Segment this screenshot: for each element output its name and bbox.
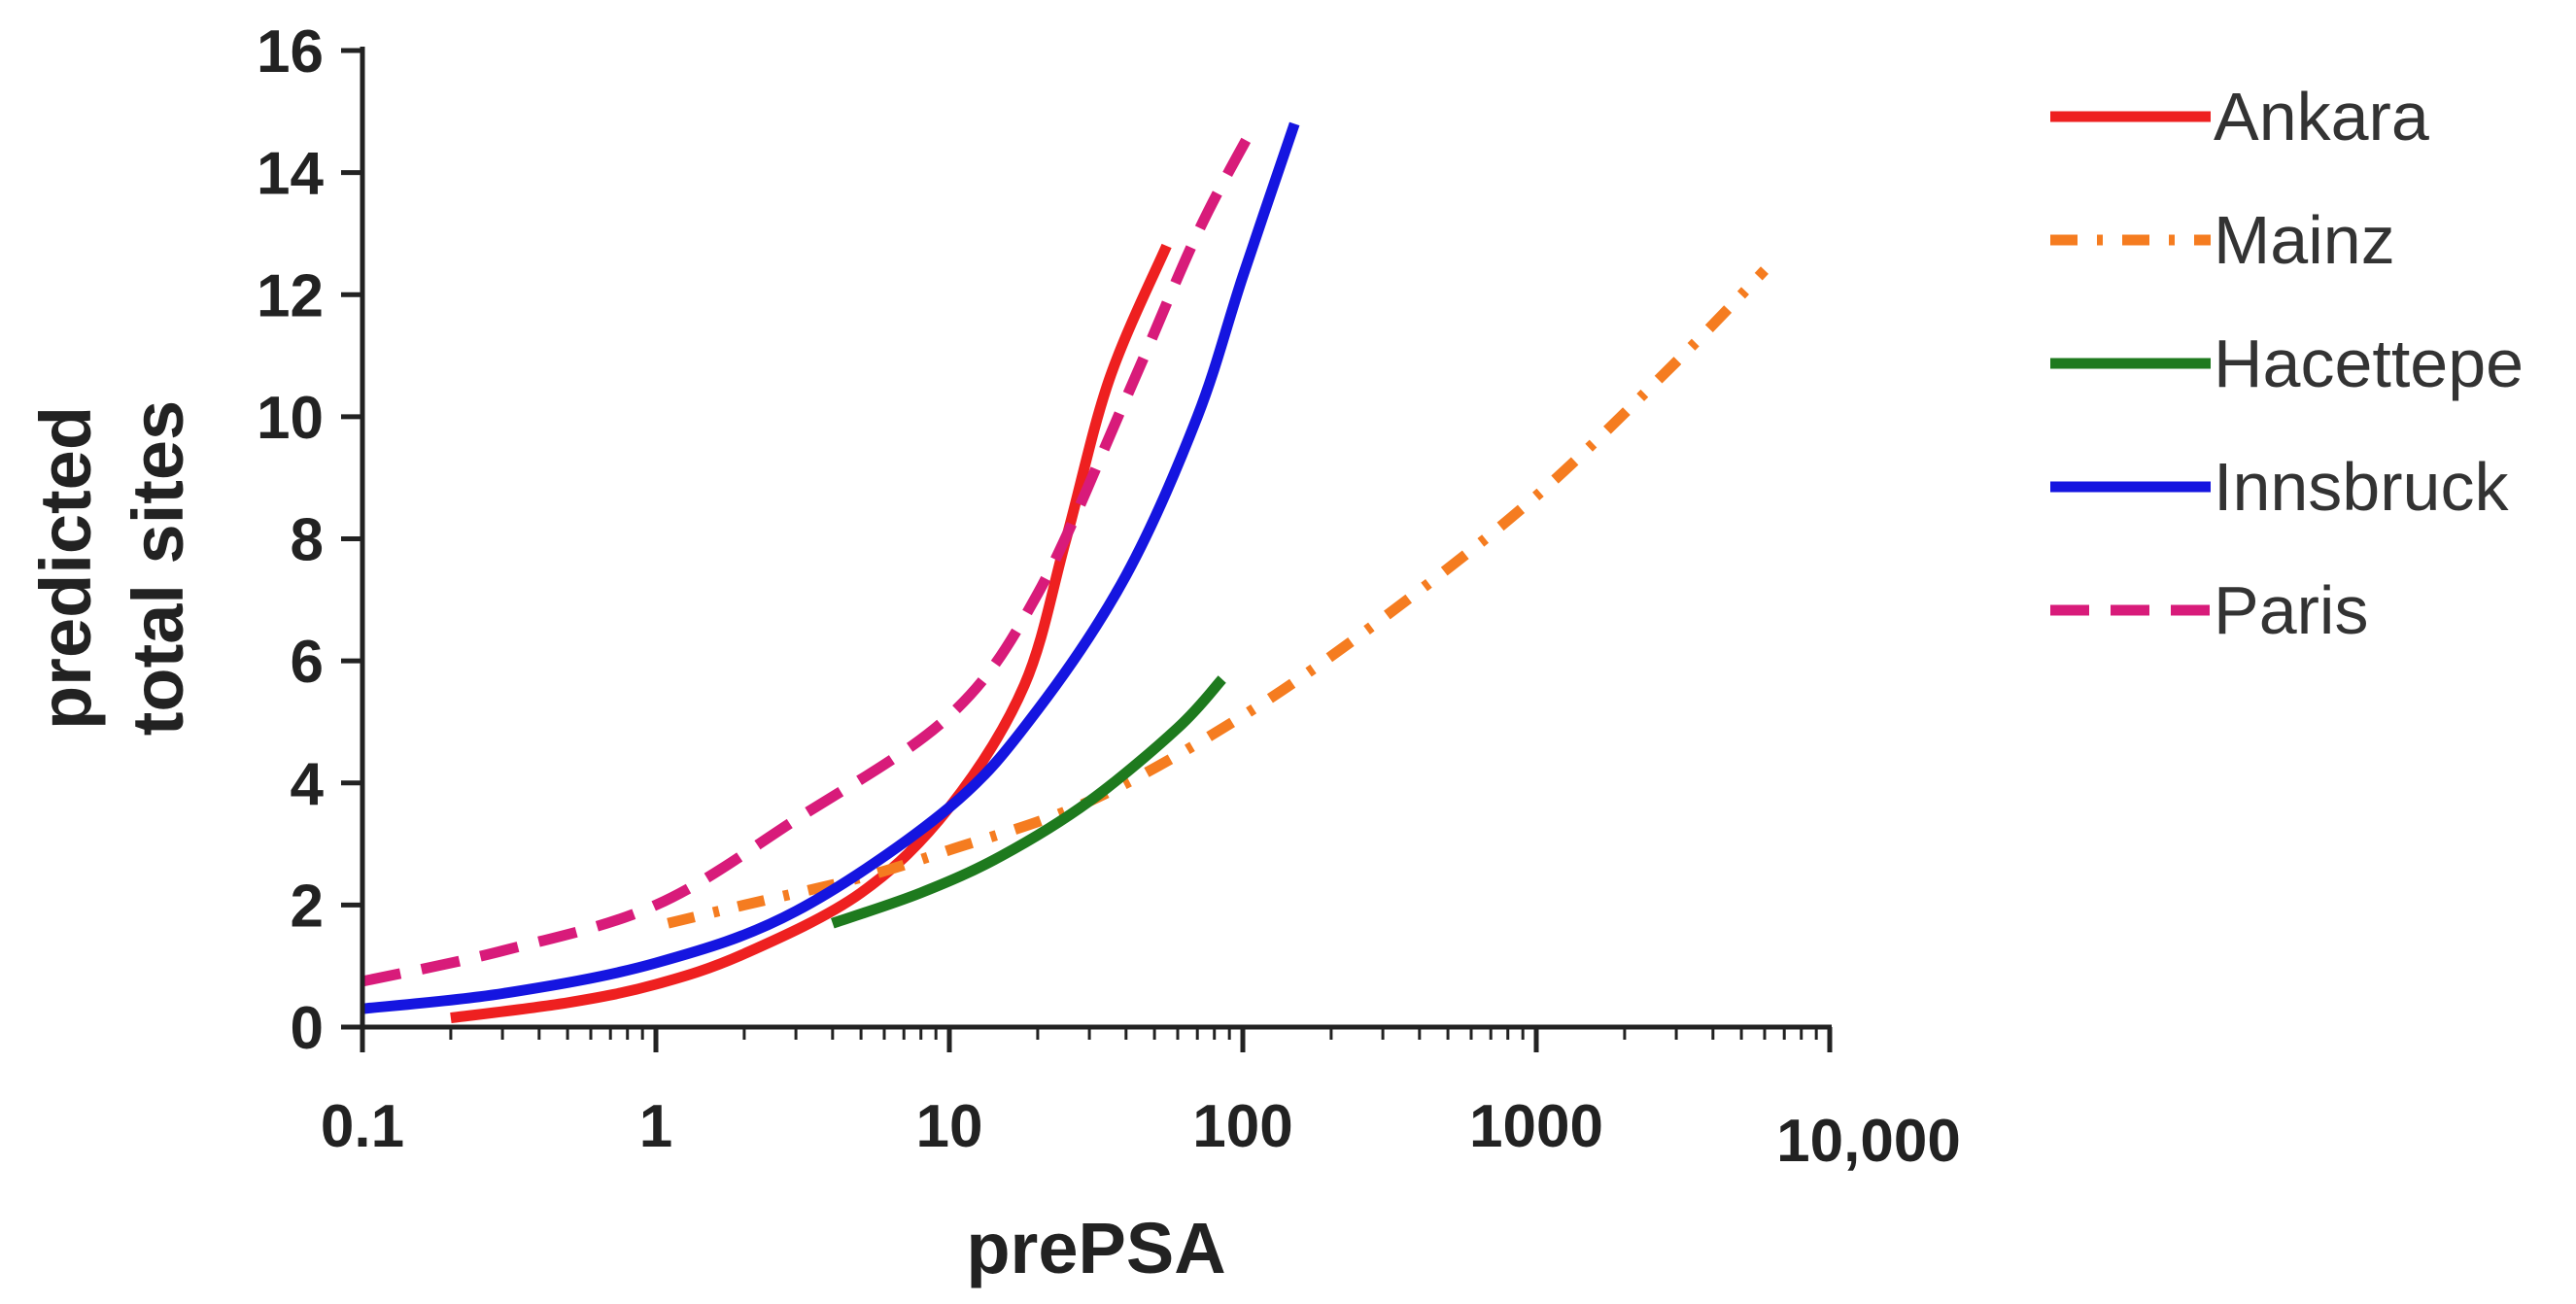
x-axis-title: prePSA [966, 1208, 1225, 1288]
x-tick-label: 1000 [1469, 1093, 1603, 1160]
y-axis-title-line2: total sites [118, 400, 198, 736]
legend: Ankara Mainz Hacettepe Innsbruck Paris [2050, 79, 2524, 648]
legend-label-paris: Paris [2214, 572, 2368, 648]
x-tick-label: 0.1 [321, 1093, 404, 1160]
x-tick-label: 1 [639, 1093, 672, 1160]
axes: 0 2 4 6 8 10 12 14 16 0.1 1 10 100 1000 10,000 prePSA pr… [25, 18, 1961, 1288]
series-line-innsbruck [361, 121, 1300, 1014]
series-line-hacettepe [831, 675, 1226, 929]
y-tick-label: 2 [291, 873, 324, 940]
legend-label-mainz: Mainz [2214, 202, 2395, 278]
series-layer [361, 120, 1769, 1024]
x-tick-label: 100 [1192, 1093, 1292, 1160]
series-line-paris [361, 120, 1260, 987]
legend-label-ankara: Ankara [2214, 79, 2429, 154]
x-tick-label: 10 [916, 1093, 983, 1160]
legend-label-innsbruck: Innsbruck [2214, 449, 2509, 525]
y-axis-title-line1: predicted [25, 406, 106, 730]
y-tick-label: 4 [291, 751, 325, 818]
y-tick-label: 8 [291, 507, 324, 574]
y-tick-label: 10 [257, 385, 324, 452]
legend-label-hacettepe: Hacettepe [2214, 326, 2524, 401]
y-tick-label: 16 [257, 18, 324, 86]
y-tick-label: 14 [257, 141, 324, 208]
series-line-mainz [667, 266, 1769, 929]
x-tick-label: 10,000 [1776, 1108, 1961, 1175]
y-tick-label: 12 [257, 262, 324, 329]
y-tick-label: 0 [291, 995, 324, 1062]
y-tick-label: 6 [291, 629, 324, 696]
